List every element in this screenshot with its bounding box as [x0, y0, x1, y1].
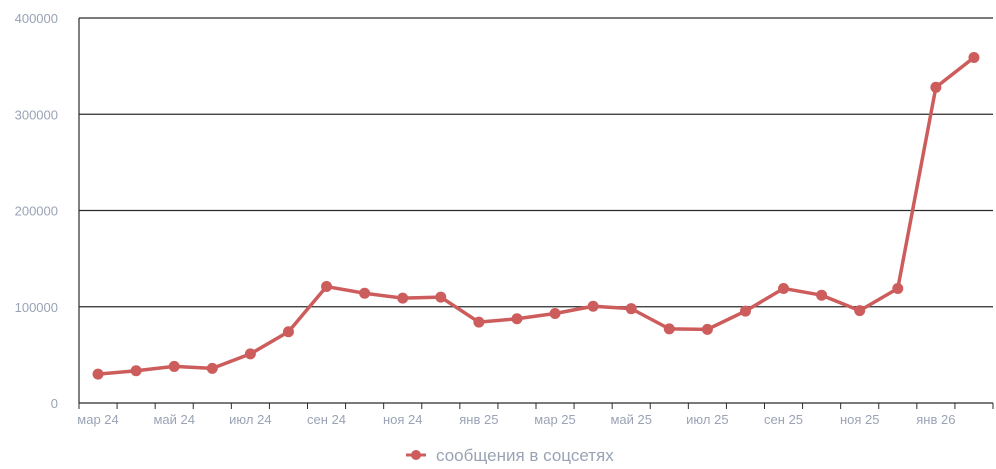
data-point[interactable] [435, 291, 447, 303]
data-point[interactable] [968, 51, 980, 63]
data-point[interactable] [930, 81, 942, 93]
series-line [96, 55, 976, 376]
x-tick-label: сен 24 [307, 412, 346, 427]
data-point[interactable] [663, 323, 675, 335]
x-axis-ticks: мар 24 май 24 июл 24 сен 24 ноя 24 янв 25 мар … [77, 403, 994, 427]
data-point[interactable] [892, 282, 904, 294]
data-point[interactable] [359, 287, 371, 299]
data-point[interactable] [168, 360, 180, 372]
x-tick-label: янв 25 [459, 412, 498, 427]
data-point[interactable] [473, 316, 485, 328]
data-point[interactable] [587, 300, 599, 312]
data-point[interactable] [321, 281, 333, 293]
y-tick-label: 200000 [15, 204, 58, 219]
x-tick-label: мар 25 [534, 412, 575, 427]
data-point[interactable] [778, 282, 790, 294]
legend[interactable]: сообщения в соцсетях [406, 446, 614, 465]
y-tick-label: 0 [51, 396, 58, 411]
y-tick-label: 400000 [15, 11, 58, 26]
gridlines [79, 17, 993, 308]
data-point[interactable] [701, 323, 713, 335]
data-point[interactable] [282, 326, 294, 338]
data-point[interactable] [244, 348, 256, 360]
data-points [92, 51, 980, 380]
data-point[interactable] [625, 303, 637, 315]
x-tick-label: сен 25 [764, 412, 803, 427]
x-tick-label: май 24 [153, 412, 195, 427]
x-tick-label: июл 25 [686, 412, 728, 427]
y-tick-label: 100000 [15, 300, 58, 315]
x-tick-label: мар 24 [77, 412, 118, 427]
data-point[interactable] [397, 292, 409, 304]
x-tick-label: ноя 24 [383, 412, 423, 427]
x-tick-label: июл 24 [229, 412, 271, 427]
x-tick-label: ноя 25 [840, 412, 880, 427]
data-point[interactable] [549, 307, 561, 319]
data-point[interactable] [854, 305, 866, 317]
y-axis-ticks: 0 100000 200000 300000 400000 [15, 11, 58, 411]
series-lines [96, 55, 976, 376]
data-point[interactable] [92, 368, 104, 380]
legend-swatch-dot [411, 450, 421, 460]
y-tick-label: 300000 [15, 107, 58, 122]
x-tick-label: май 25 [610, 412, 652, 427]
data-point[interactable] [130, 365, 142, 377]
data-point[interactable] [206, 362, 218, 374]
data-point[interactable] [511, 313, 523, 325]
x-tick-label: янв 26 [916, 412, 955, 427]
data-point[interactable] [816, 289, 828, 301]
data-point[interactable] [739, 305, 751, 317]
legend-label: сообщения в соцсетях [436, 446, 614, 464]
